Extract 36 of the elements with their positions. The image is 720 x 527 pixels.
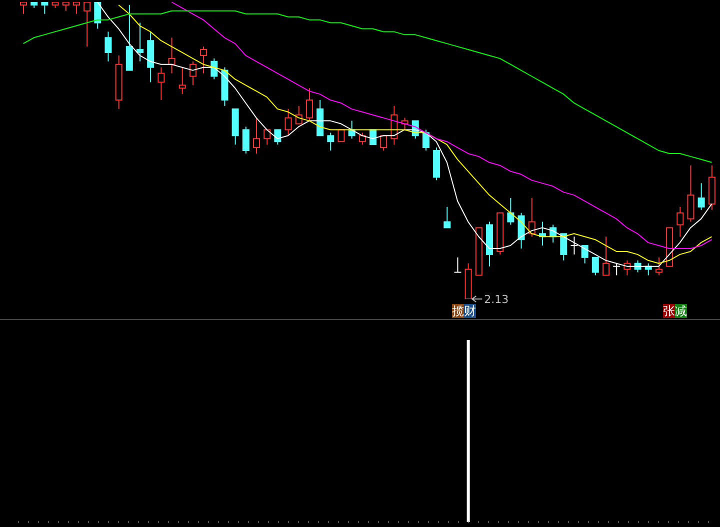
- candlestick: [306, 88, 313, 122]
- candlestick: [104, 31, 112, 62]
- candlestick: [380, 135, 388, 151]
- annotation: 2.13: [484, 293, 509, 306]
- candlestick: [581, 245, 588, 264]
- candlestick: [178, 66, 186, 95]
- candlestick: [200, 46, 208, 74]
- candlestick: [592, 256, 599, 276]
- candlestick: [444, 206, 451, 228]
- candlestick: [274, 129, 282, 146]
- candlestick: [295, 105, 302, 124]
- candlestick: [454, 256, 462, 273]
- candlestick: [264, 129, 271, 146]
- candlestick: [687, 164, 694, 222]
- candlestick: [126, 4, 133, 71]
- candlestick: [284, 108, 292, 136]
- text: 张减: [663, 304, 687, 318]
- candlestick: [327, 132, 334, 151]
- candlestick: [136, 22, 144, 62]
- candlestick: [358, 132, 366, 146]
- candlestick: [242, 126, 250, 154]
- candlestick: [158, 66, 165, 101]
- candlestick: [168, 37, 176, 74]
- candlestick: [189, 60, 196, 86]
- candlestick: [698, 182, 705, 210]
- text: 揽财: [452, 304, 476, 318]
- candlestick: [422, 129, 430, 151]
- candlestick: [570, 236, 578, 255]
- candlestick: [41, 2, 48, 14]
- candlestick: [210, 58, 218, 80]
- candlestick: [655, 256, 662, 276]
- candlestick: [676, 206, 684, 238]
- candlestick: [602, 236, 610, 276]
- candlestick: [560, 233, 568, 261]
- candlestick: [253, 117, 260, 154]
- candlestick: [507, 198, 514, 226]
